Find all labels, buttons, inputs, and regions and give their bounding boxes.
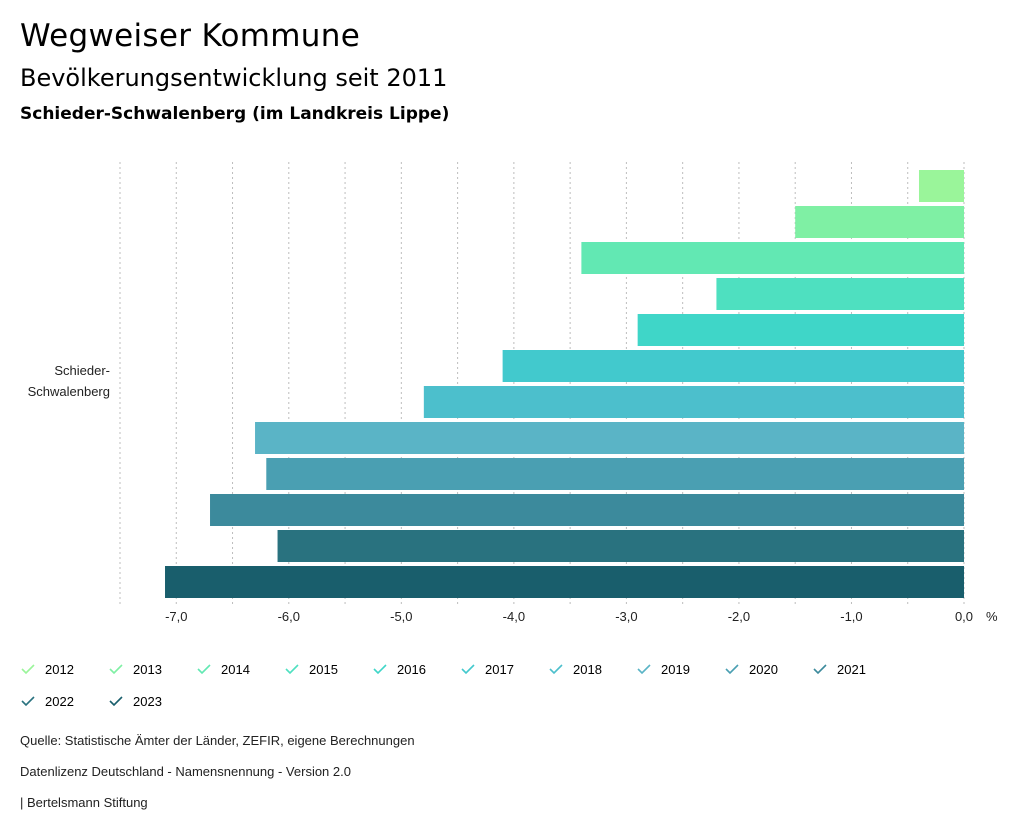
category-label-line-1: Schieder- xyxy=(54,363,110,378)
legend-label: 2018 xyxy=(573,661,602,677)
check-icon xyxy=(21,664,35,675)
bar-2022[interactable] xyxy=(277,530,965,562)
legend-label: 2020 xyxy=(749,661,778,677)
x-tick-label: -4,0 xyxy=(503,609,525,624)
legend-label: 2015 xyxy=(309,661,338,677)
legend-item-2021[interactable]: 2021 xyxy=(812,658,866,680)
x-axis-unit: % xyxy=(986,609,998,624)
bar-2018[interactable] xyxy=(423,386,965,418)
check-icon xyxy=(461,664,475,675)
bar-2016[interactable] xyxy=(637,314,964,346)
x-tick-label: -3,0 xyxy=(615,609,637,624)
legend-item-2012[interactable]: 2012 xyxy=(20,658,74,680)
bar-2017[interactable] xyxy=(502,350,964,382)
bar-2023[interactable] xyxy=(165,566,965,598)
legend-item-2016[interactable]: 2016 xyxy=(372,658,426,680)
check-icon xyxy=(285,664,299,675)
legend-label: 2021 xyxy=(837,661,866,677)
legend-label: 2012 xyxy=(45,661,74,677)
check-icon xyxy=(197,664,211,675)
x-tick-label: -6,0 xyxy=(278,609,300,624)
legend-label: 2013 xyxy=(133,661,162,677)
legend-item-2020[interactable]: 2020 xyxy=(724,658,778,680)
legend-item-2014[interactable]: 2014 xyxy=(196,658,250,680)
bar-2014[interactable] xyxy=(581,242,964,274)
check-icon xyxy=(725,664,739,675)
legend-item-2015[interactable]: 2015 xyxy=(284,658,338,680)
legend-label: 2023 xyxy=(133,693,162,709)
category-label-line-2: Schwalenberg xyxy=(28,384,110,399)
check-icon xyxy=(637,664,651,675)
chart-grid xyxy=(119,162,965,604)
check-icon xyxy=(373,664,387,675)
bar-2019[interactable] xyxy=(255,422,965,454)
legend-item-2018[interactable]: 2018 xyxy=(548,658,602,680)
legend-label: 2016 xyxy=(397,661,426,677)
x-tick-label: -5,0 xyxy=(390,609,412,624)
bar-2015[interactable] xyxy=(716,278,964,310)
bar-chart: -7,0 -6,0 -5,0 -4,0 -3,0 -2,0 -1,0 0,0 Schieder… xyxy=(28,162,998,624)
source-note: Quelle: Statistische Ämter der Länder, Z… xyxy=(20,733,415,748)
legend-item-2023[interactable]: 2023 xyxy=(108,690,162,712)
x-tick-label: -1,0 xyxy=(840,609,862,624)
chart-bars xyxy=(165,170,965,598)
chart-subtitle: Bevölkerungsentwicklung seit 2011 xyxy=(20,64,448,92)
legend-label: 2022 xyxy=(45,693,74,709)
legend-label: 2017 xyxy=(485,661,514,677)
x-tick-label: 0,0 xyxy=(955,609,973,624)
legend-label: 2014 xyxy=(221,661,250,677)
bar-2012[interactable] xyxy=(918,170,964,202)
check-icon xyxy=(813,664,827,675)
check-icon xyxy=(109,696,123,707)
region-title: Schieder-Schwalenberg (im Landkreis Lipp… xyxy=(20,104,450,124)
legend-item-2017[interactable]: 2017 xyxy=(460,658,514,680)
x-tick-label: -7,0 xyxy=(165,609,187,624)
bar-2013[interactable] xyxy=(795,206,964,238)
check-icon xyxy=(109,664,123,675)
x-tick-label: -2,0 xyxy=(728,609,750,624)
check-icon xyxy=(21,696,35,707)
check-icon xyxy=(549,664,563,675)
x-axis-ticks: -7,0 -6,0 -5,0 -4,0 -3,0 -2,0 -1,0 0,0 xyxy=(165,609,973,624)
legend-item-2022[interactable]: 2022 xyxy=(20,690,74,712)
bar-2020[interactable] xyxy=(266,458,964,490)
publisher-note: | Bertelsmann Stiftung xyxy=(20,795,148,810)
legend-item-2013[interactable]: 2013 xyxy=(108,658,162,680)
legend-item-2019[interactable]: 2019 xyxy=(636,658,690,680)
legend-label: 2019 xyxy=(661,661,690,677)
license-note: Datenlizenz Deutschland - Namensnennung … xyxy=(20,764,351,779)
page-title: Wegweiser Kommune xyxy=(20,18,361,54)
bar-2021[interactable] xyxy=(210,494,964,526)
